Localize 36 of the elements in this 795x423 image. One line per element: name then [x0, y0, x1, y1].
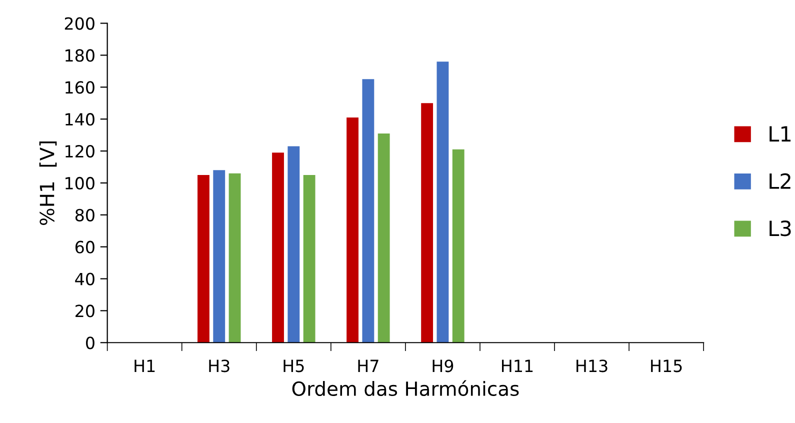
legend-label: L1 [770, 126, 791, 142]
x-tick-label: H15 [651, 360, 682, 372]
bar [452, 149, 464, 343]
x-tick-label: H1 [134, 360, 155, 372]
bar [346, 117, 358, 343]
bar [272, 152, 284, 343]
y-tick-label: 160 [66, 81, 94, 94]
x-tick-label: H3 [209, 360, 230, 372]
bar [198, 174, 210, 343]
y-tick-label: 0 [86, 336, 94, 350]
bar [362, 79, 374, 343]
bar [378, 133, 390, 343]
y-tick-label: 200 [64, 17, 94, 30]
y-tick-label: 40 [75, 272, 94, 286]
x-tick-label: H5 [284, 360, 304, 372]
x-tick-label: H11 [502, 360, 533, 372]
y-tick-label: 140 [66, 113, 94, 126]
bar [303, 174, 316, 343]
bar [228, 173, 241, 343]
bar [421, 103, 434, 343]
y-axis-title: %H1 [V] [39, 141, 57, 226]
legend-label: L3 [770, 220, 791, 236]
bar [288, 146, 300, 343]
y-tick-label: 80 [75, 208, 94, 222]
x-axis-title: Ordem das Harmónicas [292, 380, 519, 396]
x-tick-label: H13 [576, 360, 608, 372]
y-tick-label: 100 [66, 176, 94, 190]
bar [213, 170, 226, 343]
legend-label: L2 [770, 173, 790, 189]
y-tick-label: 120 [66, 144, 94, 158]
bar [436, 62, 449, 343]
y-tick-label: 60 [75, 240, 94, 254]
x-tick-label: H7 [358, 360, 378, 372]
y-tick-label: 180 [66, 49, 94, 62]
y-tick-label: 20 [76, 304, 94, 318]
x-tick-label: H9 [432, 360, 454, 372]
